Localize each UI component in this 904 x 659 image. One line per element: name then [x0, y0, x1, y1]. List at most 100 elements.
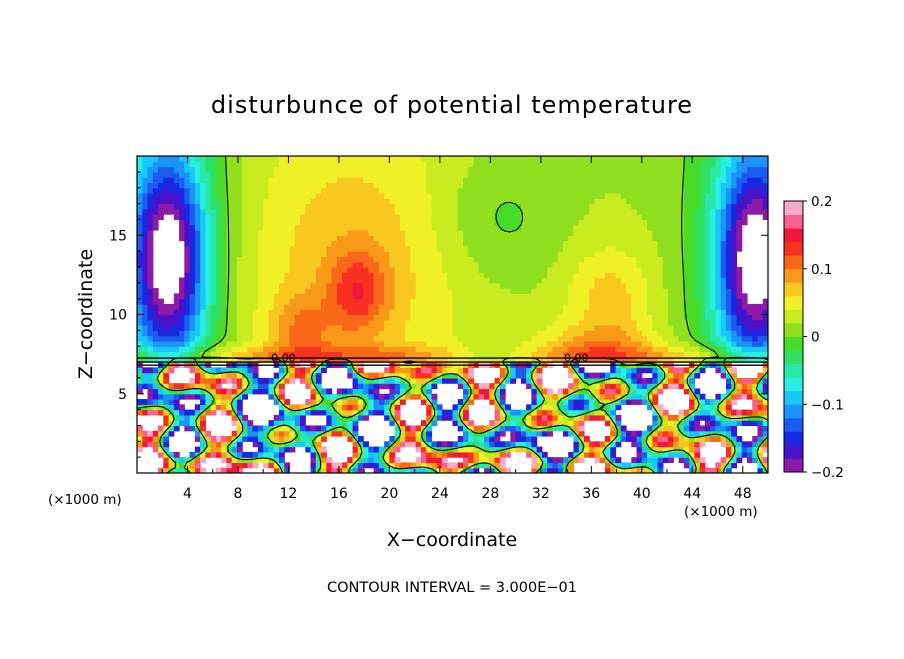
heatmap-cell: [710, 298, 717, 305]
heatmap-cell: [168, 462, 175, 469]
heatmap-cell: [694, 272, 706, 279]
heatmap-cell: [278, 430, 285, 437]
heatmap-cell: [321, 425, 327, 432]
heatmap-cell: [331, 420, 338, 427]
heatmap-cell: [636, 451, 643, 458]
heatmap-cell: [731, 399, 738, 405]
heatmap-cell: [226, 388, 233, 395]
heatmap-cell: [573, 430, 580, 437]
heatmap-cell: [147, 182, 159, 189]
heatmap-cell: [583, 330, 627, 337]
heatmap-cell: [589, 414, 601, 421]
heatmap-cell: [147, 436, 154, 442]
heatmap-cell: [731, 409, 738, 416]
heatmap-cell: [399, 214, 433, 220]
heatmap-cell: [731, 261, 738, 268]
heatmap-cell: [399, 388, 406, 395]
heatmap-cell: [531, 377, 538, 384]
heatmap-cell: [526, 441, 532, 448]
heatmap-cell: [736, 393, 743, 400]
heatmap-cell: [142, 367, 154, 374]
heatmap-cell: [252, 319, 270, 326]
heatmap-cell: [242, 224, 264, 231]
heatmap-cell: [215, 277, 222, 284]
heatmap-cell: [725, 256, 732, 263]
heatmap-cell: [368, 399, 375, 405]
heatmap-cell: [463, 457, 469, 464]
heatmap-cell: [636, 467, 643, 473]
heatmap-cell: [278, 409, 285, 416]
heatmap-cell: [215, 388, 222, 395]
heatmap-cell: [741, 314, 753, 321]
heatmap-cell: [342, 430, 348, 437]
heatmap-cell: [352, 383, 359, 390]
heatmap-cell: [683, 451, 690, 458]
heatmap-cell: [715, 245, 722, 252]
heatmap-cell: [615, 425, 622, 432]
heatmap-cell: [720, 409, 727, 416]
heatmap-cell: [694, 266, 706, 273]
heatmap-cell: [626, 467, 632, 473]
heatmap-cell: [426, 425, 433, 432]
heatmap-cell: [189, 293, 196, 300]
heatmap-cell: [410, 314, 454, 321]
heatmap-cell: [683, 303, 701, 310]
heatmap-cell: [210, 309, 222, 316]
heatmap-cell: [163, 436, 170, 442]
heatmap-cell: [394, 404, 401, 411]
heatmap-cell: [626, 393, 632, 400]
heatmap-cell: [689, 420, 695, 427]
heatmap-cell: [720, 462, 727, 469]
heatmap-cell: [536, 420, 548, 427]
heatmap-cell: [568, 293, 590, 300]
heatmap-cell: [683, 182, 701, 189]
heatmap-cell: [368, 377, 375, 384]
heatmap-cell: [331, 409, 338, 416]
heatmap-cell: [236, 288, 259, 294]
heatmap-cell: [715, 240, 722, 247]
heatmap-cell: [531, 399, 538, 405]
heatmap-cell: [242, 166, 275, 173]
colorbar-swatch: [784, 309, 803, 324]
heatmap-cell: [273, 399, 280, 405]
heatmap-cell: [142, 187, 149, 194]
heatmap-cell: [226, 245, 243, 252]
heatmap-cell: [221, 240, 227, 247]
y-tick-label: 5: [118, 387, 127, 403]
heatmap-cell: [752, 377, 759, 384]
heatmap-cell: [704, 335, 711, 342]
heatmap-cell: [589, 446, 596, 453]
heatmap-cell: [626, 288, 648, 294]
heatmap-cell: [205, 388, 212, 395]
heatmap-cell: [179, 303, 185, 310]
heatmap-cell: [610, 430, 617, 437]
heatmap-cell: [389, 383, 396, 390]
heatmap-cell: [321, 436, 327, 442]
heatmap-cell: [620, 399, 627, 405]
heatmap-cell: [547, 266, 580, 273]
heatmap-cell: [231, 451, 238, 458]
heatmap-cell: [215, 177, 227, 184]
heatmap-cell: [641, 272, 664, 279]
heatmap-cell: [410, 383, 417, 390]
heatmap-cell: [373, 256, 390, 263]
heatmap-cell: [683, 261, 695, 268]
heatmap-cell: [368, 404, 375, 411]
heatmap-cell: [631, 462, 638, 469]
heatmap-cell: [394, 383, 401, 390]
heatmap-cell: [589, 288, 627, 294]
heatmap-cell: [636, 462, 643, 469]
heatmap-cell: [215, 325, 227, 331]
heatmap-cell: [184, 330, 191, 337]
heatmap-cell: [231, 441, 238, 448]
heatmap-cell: [357, 457, 364, 464]
heatmap-cell: [194, 356, 201, 363]
heatmap-cell: [531, 393, 538, 400]
heatmap-cell: [168, 399, 175, 405]
heatmap-cell: [515, 367, 527, 374]
heatmap-cell: [215, 251, 222, 257]
heatmap-cell: [289, 325, 327, 331]
heatmap-cell: [683, 367, 690, 374]
heatmap-cell: [641, 367, 648, 374]
heatmap-cell: [384, 462, 390, 469]
